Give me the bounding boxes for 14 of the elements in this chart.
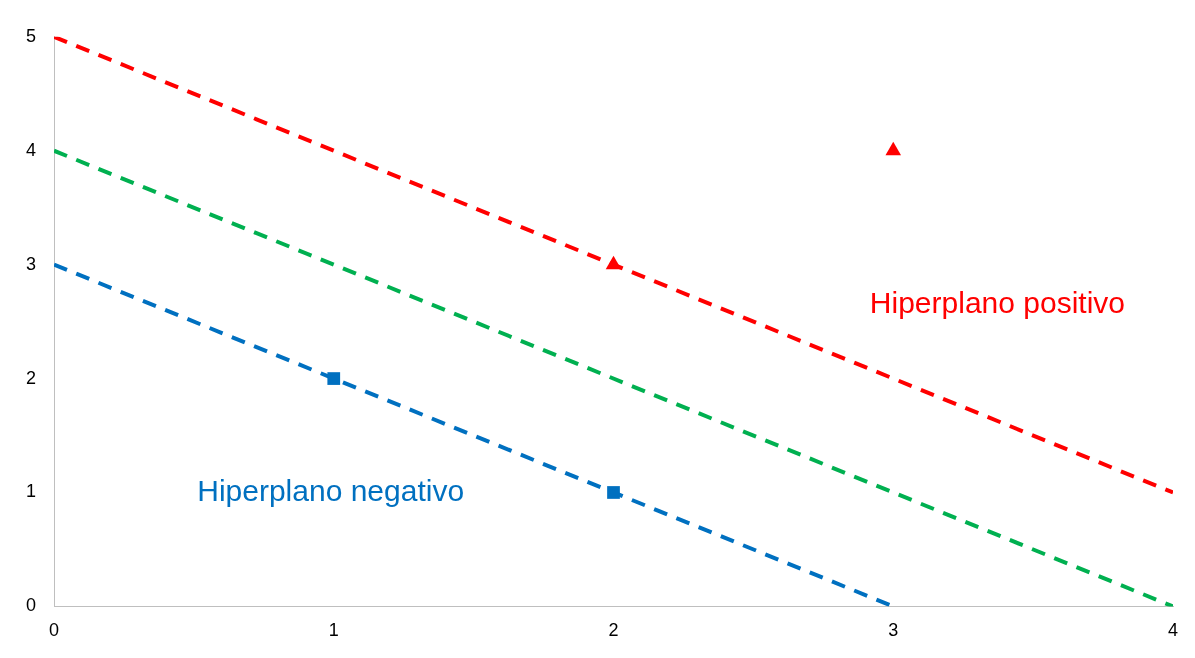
y-tick-label: 4 bbox=[26, 139, 37, 160]
y-tick-label: 2 bbox=[26, 367, 37, 388]
x-tick-label: 3 bbox=[888, 620, 899, 641]
annotation: Hiperplano negativo bbox=[197, 473, 465, 507]
point bbox=[885, 141, 902, 156]
y-tick-label: 3 bbox=[26, 253, 37, 274]
x-tick-label: 4 bbox=[1167, 620, 1179, 641]
x-tick-label: 2 bbox=[608, 620, 619, 641]
y-tick-label: 0 bbox=[26, 595, 37, 616]
x-tick-label: 1 bbox=[328, 620, 339, 641]
y-tick-label: 1 bbox=[26, 481, 37, 502]
annotation: Hiperplano positivo bbox=[869, 285, 1125, 319]
x-tick-label: 0 bbox=[49, 620, 60, 641]
y-tick-label: 5 bbox=[26, 25, 37, 46]
